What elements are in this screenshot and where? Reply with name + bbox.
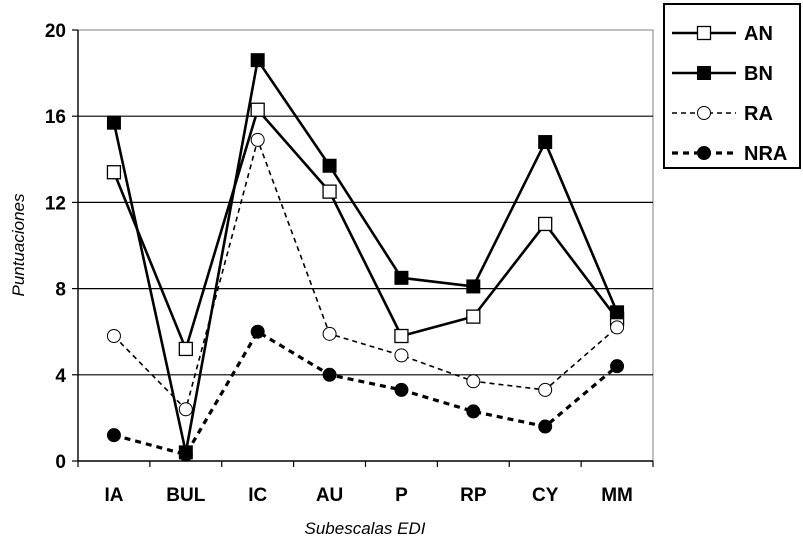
- legend-label: BN: [744, 63, 773, 85]
- data-point: [394, 348, 409, 363]
- grid-lines: [78, 115, 653, 376]
- data-point: [106, 428, 121, 443]
- series-an: [106, 102, 625, 357]
- series-line: [112, 108, 619, 351]
- x-tick-labels: IA BUL IC AU P RP CY MM: [104, 485, 632, 506]
- legend-marker: [697, 66, 711, 80]
- series-line: [112, 58, 619, 454]
- data-point: [466, 374, 481, 389]
- y-tick-label: 16: [45, 107, 66, 128]
- data-point: [466, 404, 481, 419]
- data-point: [394, 328, 409, 344]
- series-ra: [106, 132, 625, 417]
- series: [106, 53, 625, 462]
- series-nra: [106, 324, 625, 462]
- data-point: [250, 324, 265, 339]
- data-point: [106, 115, 121, 130]
- legend-item-ra: RA: [672, 103, 773, 125]
- legend-marker: [696, 25, 712, 41]
- plot-area: [77, 29, 654, 462]
- data-point: [250, 132, 265, 147]
- legend-label: NRA: [744, 143, 787, 165]
- data-point: [538, 382, 553, 397]
- legend-label: RA: [744, 103, 773, 125]
- legend-item-nra: NRA: [672, 143, 787, 165]
- y-tick-label: 0: [55, 452, 66, 473]
- data-point: [610, 359, 625, 374]
- x-tick-label: RP: [460, 485, 487, 506]
- y-axis-title: Puntuaciones: [9, 193, 28, 297]
- x-axis-title: Subescalas EDI: [305, 519, 426, 538]
- legend-marker: [697, 146, 711, 160]
- data-point: [322, 326, 337, 341]
- data-point: [538, 419, 553, 434]
- series-line: [113, 139, 618, 411]
- data-point: [394, 270, 409, 285]
- y-tick-label: 8: [55, 280, 66, 301]
- data-point: [466, 309, 481, 324]
- y-tick-label: 4: [55, 366, 66, 387]
- data-point: [394, 382, 409, 397]
- x-tick-label: AU: [316, 485, 343, 506]
- data-point: [466, 279, 481, 294]
- x-tick-label: MM: [601, 485, 633, 506]
- data-point: [106, 329, 121, 344]
- x-tick-label: IC: [248, 485, 267, 506]
- x-tick-label: P: [395, 485, 408, 506]
- y-tick-label: 12: [45, 193, 66, 214]
- data-point: [610, 305, 625, 320]
- y-tick-label: 20: [45, 21, 66, 42]
- legend-box: [663, 3, 801, 169]
- axes: [72, 29, 654, 467]
- x-tick-label: BUL: [166, 485, 205, 506]
- data-point: [178, 341, 193, 357]
- data-point: [322, 184, 337, 199]
- data-point: [322, 158, 337, 173]
- data-point: [610, 320, 625, 335]
- legend-label: AN: [744, 23, 773, 45]
- x-tick-label: CY: [532, 485, 559, 506]
- y-tick-labels: 0 4 8 12 16 20: [45, 21, 67, 473]
- data-point: [178, 402, 193, 417]
- x-tick-label: IA: [104, 485, 123, 506]
- legend-item-an: AN: [672, 23, 773, 45]
- legend: AN BN RA NRA: [663, 3, 801, 169]
- legend-marker: [697, 106, 711, 120]
- data-point: [250, 53, 265, 68]
- data-point: [178, 447, 193, 462]
- data-point: [538, 216, 553, 232]
- data-point: [106, 165, 122, 180]
- data-point: [322, 367, 337, 382]
- data-point: [538, 135, 553, 150]
- series-line: [113, 330, 619, 457]
- data-point: [250, 102, 265, 117]
- legend-item-bn: BN: [672, 63, 773, 85]
